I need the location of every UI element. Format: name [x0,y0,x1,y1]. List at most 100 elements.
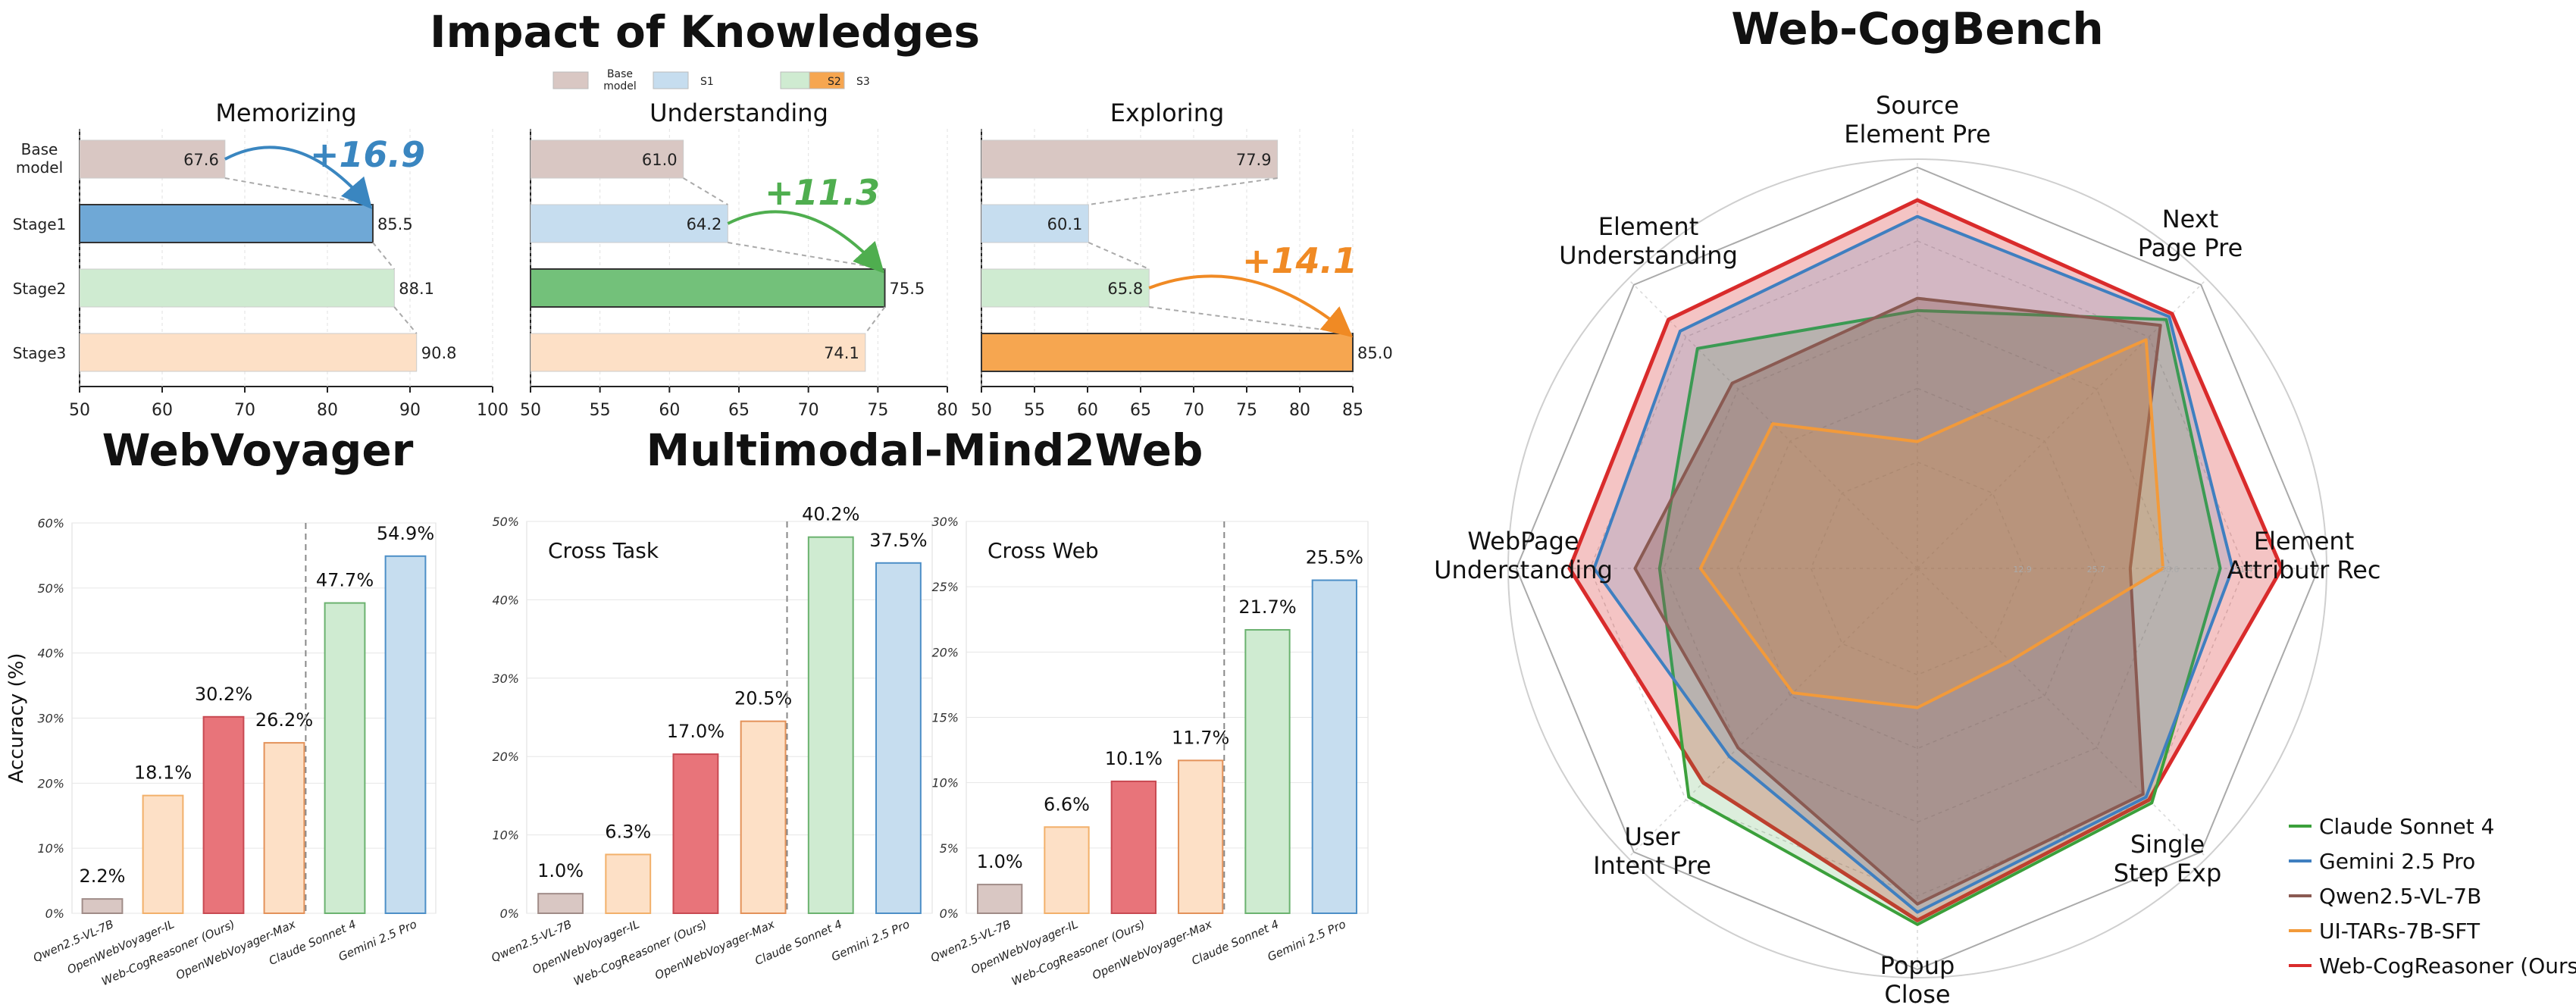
radar-axis-label: User [1625,822,1681,851]
x-tick-label: 50 [520,401,541,420]
x-tick-label: 90 [399,401,421,420]
x-tick-label: OpenWebVoyager-IL [969,917,1080,977]
y-tick-label: 25% [931,580,959,594]
bar-value-label: 67.6 [183,151,219,169]
radar-axis-label: Attributr Rec [2227,556,2380,584]
y-tick-label: Base [21,140,58,158]
x-tick-label: 65 [728,401,750,420]
radar-grid [1736,387,2099,750]
bar [142,794,184,914]
y-tick-label: Stage1 [13,215,67,233]
x-tick-label: 60 [659,401,680,420]
cogbench-title: Web-CogBench [1731,3,2104,55]
y-tick-label: 50% [37,581,64,596]
bar [263,742,305,914]
bar [977,884,1023,915]
bar [981,333,1354,372]
radar-axis-label: Understanding [1559,241,1738,270]
legend-label: S2 [828,76,841,88]
gain-arrow [224,146,373,210]
radar-axis-label: Element [1598,212,1698,241]
bar-value-label: 47.7% [316,570,374,591]
x-tick-label: 70 [1183,401,1204,420]
bar-value-label: 17.0% [667,721,725,742]
x-tick-label: OpenWebVoyager-Max [1090,917,1213,982]
x-tick-label: 80 [1289,401,1310,420]
x-tick-label: 100 [477,401,509,420]
y-tick-label: 30% [37,712,64,726]
radar-axis-label: Element [2254,527,2354,556]
bar-value-label: 37.5% [869,530,927,551]
connector-line [728,242,885,270]
connector-line [1088,177,1278,205]
gain-arrow [1148,274,1354,338]
legend-swatch [552,71,589,89]
y-tick-label: 10% [37,841,64,856]
legend-label: model [603,80,637,92]
subplot-title: Exploring [1110,99,1225,127]
bar [530,204,728,243]
connector-line [683,177,728,205]
y-tick-label: 30% [492,671,519,686]
x-tick-label: 80 [937,401,958,420]
legend-label: S3 [856,76,870,88]
radar-axis-label: Step Exp [2114,859,2222,887]
bar-value-label: 54.9% [377,523,434,544]
radar-axis-label: WebPage [1467,527,1579,556]
subplot-title: Understanding [649,99,828,127]
y-tick-label: 20% [931,645,959,659]
bar-value-label: 11.7% [1172,727,1229,748]
radar-grid [1515,166,2320,971]
bar [79,139,226,179]
gain-label: +11.3 [765,172,880,213]
radar-axis-label: Next [2162,205,2219,233]
connector-line [1088,242,1150,270]
y-tick-label: 0% [500,906,519,921]
bar [530,139,684,179]
bar [79,204,374,243]
bar-value-label: 74.1 [824,344,859,362]
gain-label: +16.9 [310,134,425,175]
legend-label: Qwen2.5-VL-7B [2319,884,2481,909]
bar-value-label: 65.8 [1107,280,1143,298]
bar-value-label: 77.9 [1236,151,1272,169]
radar-axis-label: Source [1876,91,1959,120]
x-tick-label: 65 [1130,401,1151,420]
y-tick-label: 15% [931,711,959,725]
bar [740,720,787,915]
bar [324,602,366,914]
subplot-title: Memorizing [215,99,356,127]
bar [79,333,418,372]
legend-swatch [809,71,845,89]
y-tick-label: 20% [37,776,64,790]
bar-value-label: 60.1 [1047,215,1083,233]
plot-frame [526,521,933,914]
x-tick-label: 60 [152,401,173,420]
bar [1044,826,1090,915]
y-tick-label: 20% [492,750,519,764]
y-tick-label: 50% [492,515,519,529]
bar-value-label: 20.5% [734,688,792,709]
legend-label: UI-TARs-7B-SFT [2319,919,2481,944]
crosstask-chart: 0%10%20%30%40%50%1.0%Qwen2.5-VL-7B6.3%Op… [490,504,933,988]
y-tick-label: 60% [37,516,64,531]
bar-value-label: 61.0 [642,151,678,169]
connector-line [372,242,396,270]
bar-value-label: 26.2% [255,709,313,731]
bar-value-label: 2.2% [80,866,126,887]
x-tick-label: 50 [971,401,992,420]
radar-series [1567,198,2284,922]
bar-value-label: 90.8 [421,344,457,362]
bar [81,898,124,914]
bar-value-label: 85.5 [377,215,413,233]
radar-series [1698,338,2164,709]
bar-value-label: 75.5 [890,280,925,298]
radar-grid-label: 38.6 [2161,565,2180,574]
radar-outer-circle [1507,158,2327,978]
bar-value-label: 88.1 [399,280,434,298]
bar-value-label: 21.7% [1238,596,1296,618]
y-tick-label: 5% [940,841,959,856]
radar-grid-label: 12.9 [2013,565,2032,574]
